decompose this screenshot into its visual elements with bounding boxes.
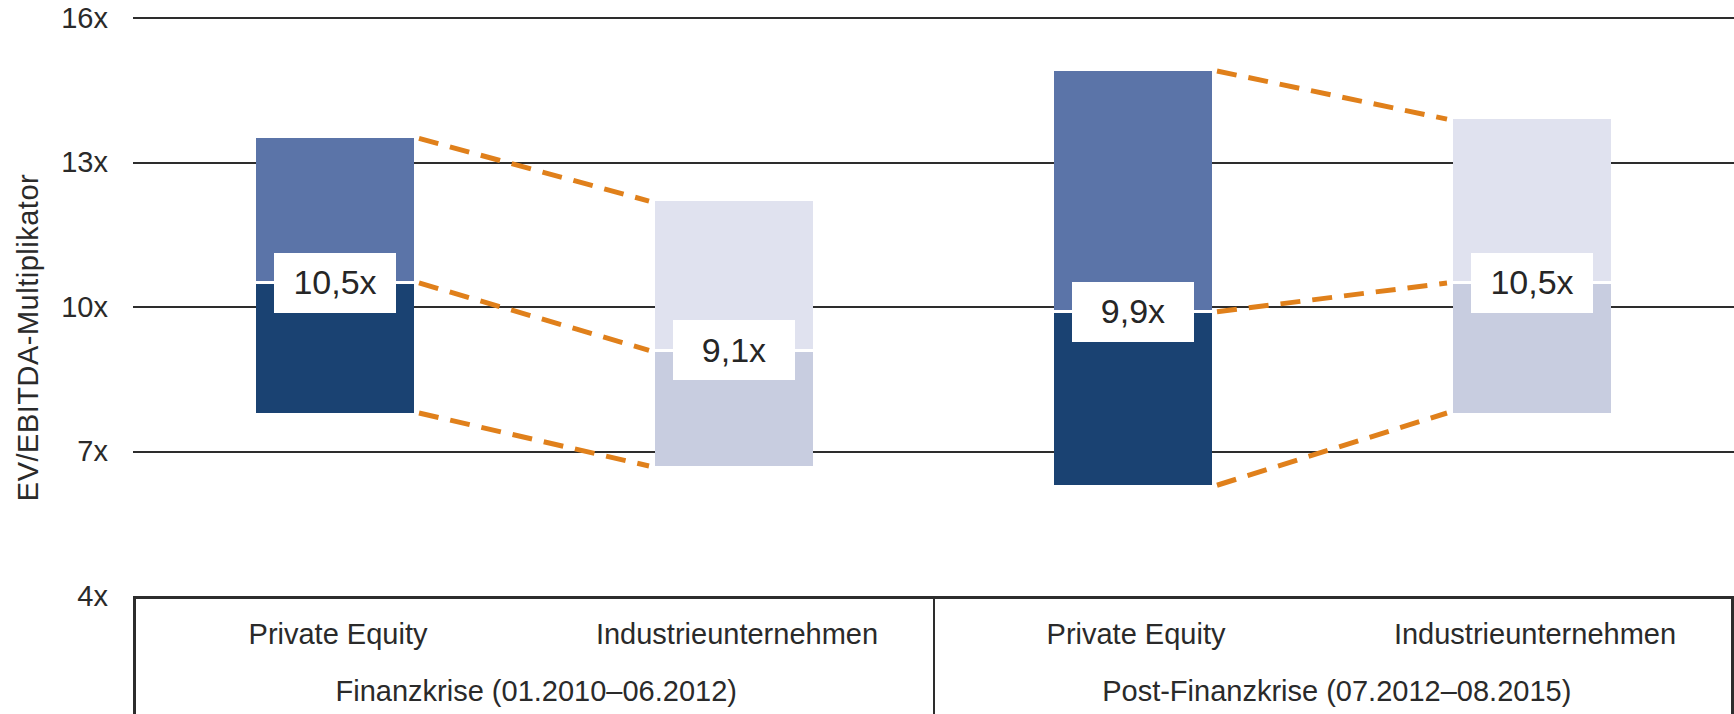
connector-line-max	[419, 138, 649, 201]
x-axis-category-table: Private Equity Industrieunternehmen Finanz…	[133, 596, 1734, 714]
median-value-label: 9,9x	[1072, 282, 1194, 342]
gridline-16x	[133, 17, 1734, 19]
ev-ebitda-multiple-chart: EV/EBITDA-Multiplikator 16x 13x 10x 7x 4x 10…	[0, 0, 1734, 714]
range-bar-post-finanzkrise-industrieunternehmen: 10,5x	[1453, 119, 1611, 413]
range-bar-post-finanzkrise-private-equity: 9,9x	[1054, 71, 1212, 485]
connector-line-min	[419, 413, 649, 466]
category-label: Private Equity	[1047, 618, 1226, 651]
y-tick-label: 4x	[0, 582, 108, 611]
y-tick-label: 13x	[0, 148, 108, 177]
gridline-7x	[133, 451, 1734, 453]
category-label: Private Equity	[249, 618, 428, 651]
range-bar-finanzkrise-private-equity: 10,5x	[256, 138, 414, 413]
range-bar-finanzkrise-industrieunternehmen: 9,1x	[655, 201, 813, 466]
bar-upper-segment	[1054, 71, 1212, 312]
median-value-label: 10,5x	[1471, 253, 1593, 313]
median-value-label: 10,5x	[274, 253, 396, 313]
median-value-label: 9,1x	[673, 320, 795, 380]
y-tick-label: 16x	[0, 4, 108, 33]
period-label: Post-Finanzkrise (07.2012–08.2015)	[1102, 675, 1571, 708]
category-label: Industrieunternehmen	[1394, 618, 1676, 651]
connector-line-median	[419, 283, 649, 350]
y-tick-label: 7x	[0, 437, 108, 466]
category-label: Industrieunternehmen	[596, 618, 878, 651]
connector-line-max	[1217, 71, 1447, 119]
y-axis-title: EV/EBITDA-Multiplikator	[12, 128, 45, 548]
y-tick-label: 10x	[0, 293, 108, 322]
table-center-divider	[933, 599, 935, 714]
connector-line-min	[1217, 413, 1447, 485]
period-label: Finanzkrise (01.2010–06.2012)	[336, 675, 737, 708]
